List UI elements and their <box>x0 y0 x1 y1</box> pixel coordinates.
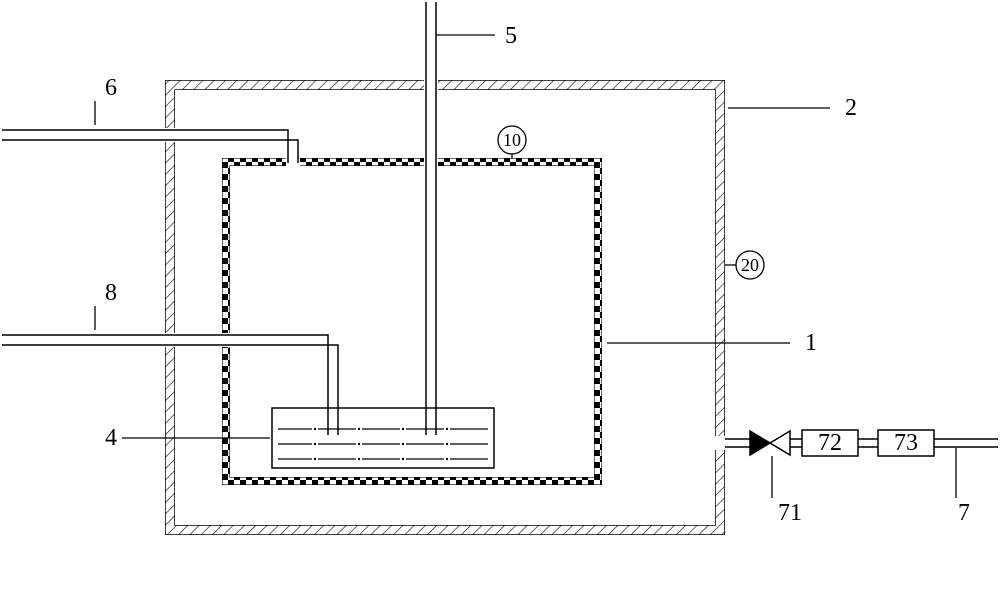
label-5: 5 <box>436 23 517 49</box>
label-text: 8 <box>105 280 117 306</box>
inner-enclosure <box>220 156 602 485</box>
label-6: 6 <box>95 75 117 125</box>
label-text: 72 <box>818 430 842 456</box>
label-text: 7 <box>958 500 970 526</box>
label-text: 71 <box>778 500 802 526</box>
bubble-10: 10 <box>498 126 526 154</box>
label-text: 4 <box>105 425 117 451</box>
label-8: 8 <box>95 280 117 330</box>
label-73: 73 <box>894 430 918 456</box>
label-text: 6 <box>105 75 117 101</box>
label-71: 71 <box>772 456 802 526</box>
label-text: 5 <box>505 23 517 49</box>
liquid-level <box>278 428 488 460</box>
bubble-label: 10 <box>503 130 521 150</box>
label-4: 4 <box>105 425 270 451</box>
label-text: 73 <box>894 430 918 456</box>
valve-right-icon <box>770 431 790 455</box>
pipe-5 <box>426 2 436 435</box>
pipe-7 <box>725 430 998 456</box>
label-text: 2 <box>845 95 857 121</box>
label-7: 7 <box>956 448 970 526</box>
label-1: 1 <box>607 330 817 356</box>
label-text: 1 <box>805 330 817 356</box>
diagram-canvas: 10205628147177273 <box>0 0 1000 596</box>
outer-enclosure <box>163 78 727 535</box>
bubble-label: 20 <box>741 255 759 275</box>
valve-left-icon <box>750 431 770 455</box>
label-72: 72 <box>818 430 842 456</box>
bubble-20: 20 <box>736 251 764 279</box>
label-2: 2 <box>728 95 857 121</box>
